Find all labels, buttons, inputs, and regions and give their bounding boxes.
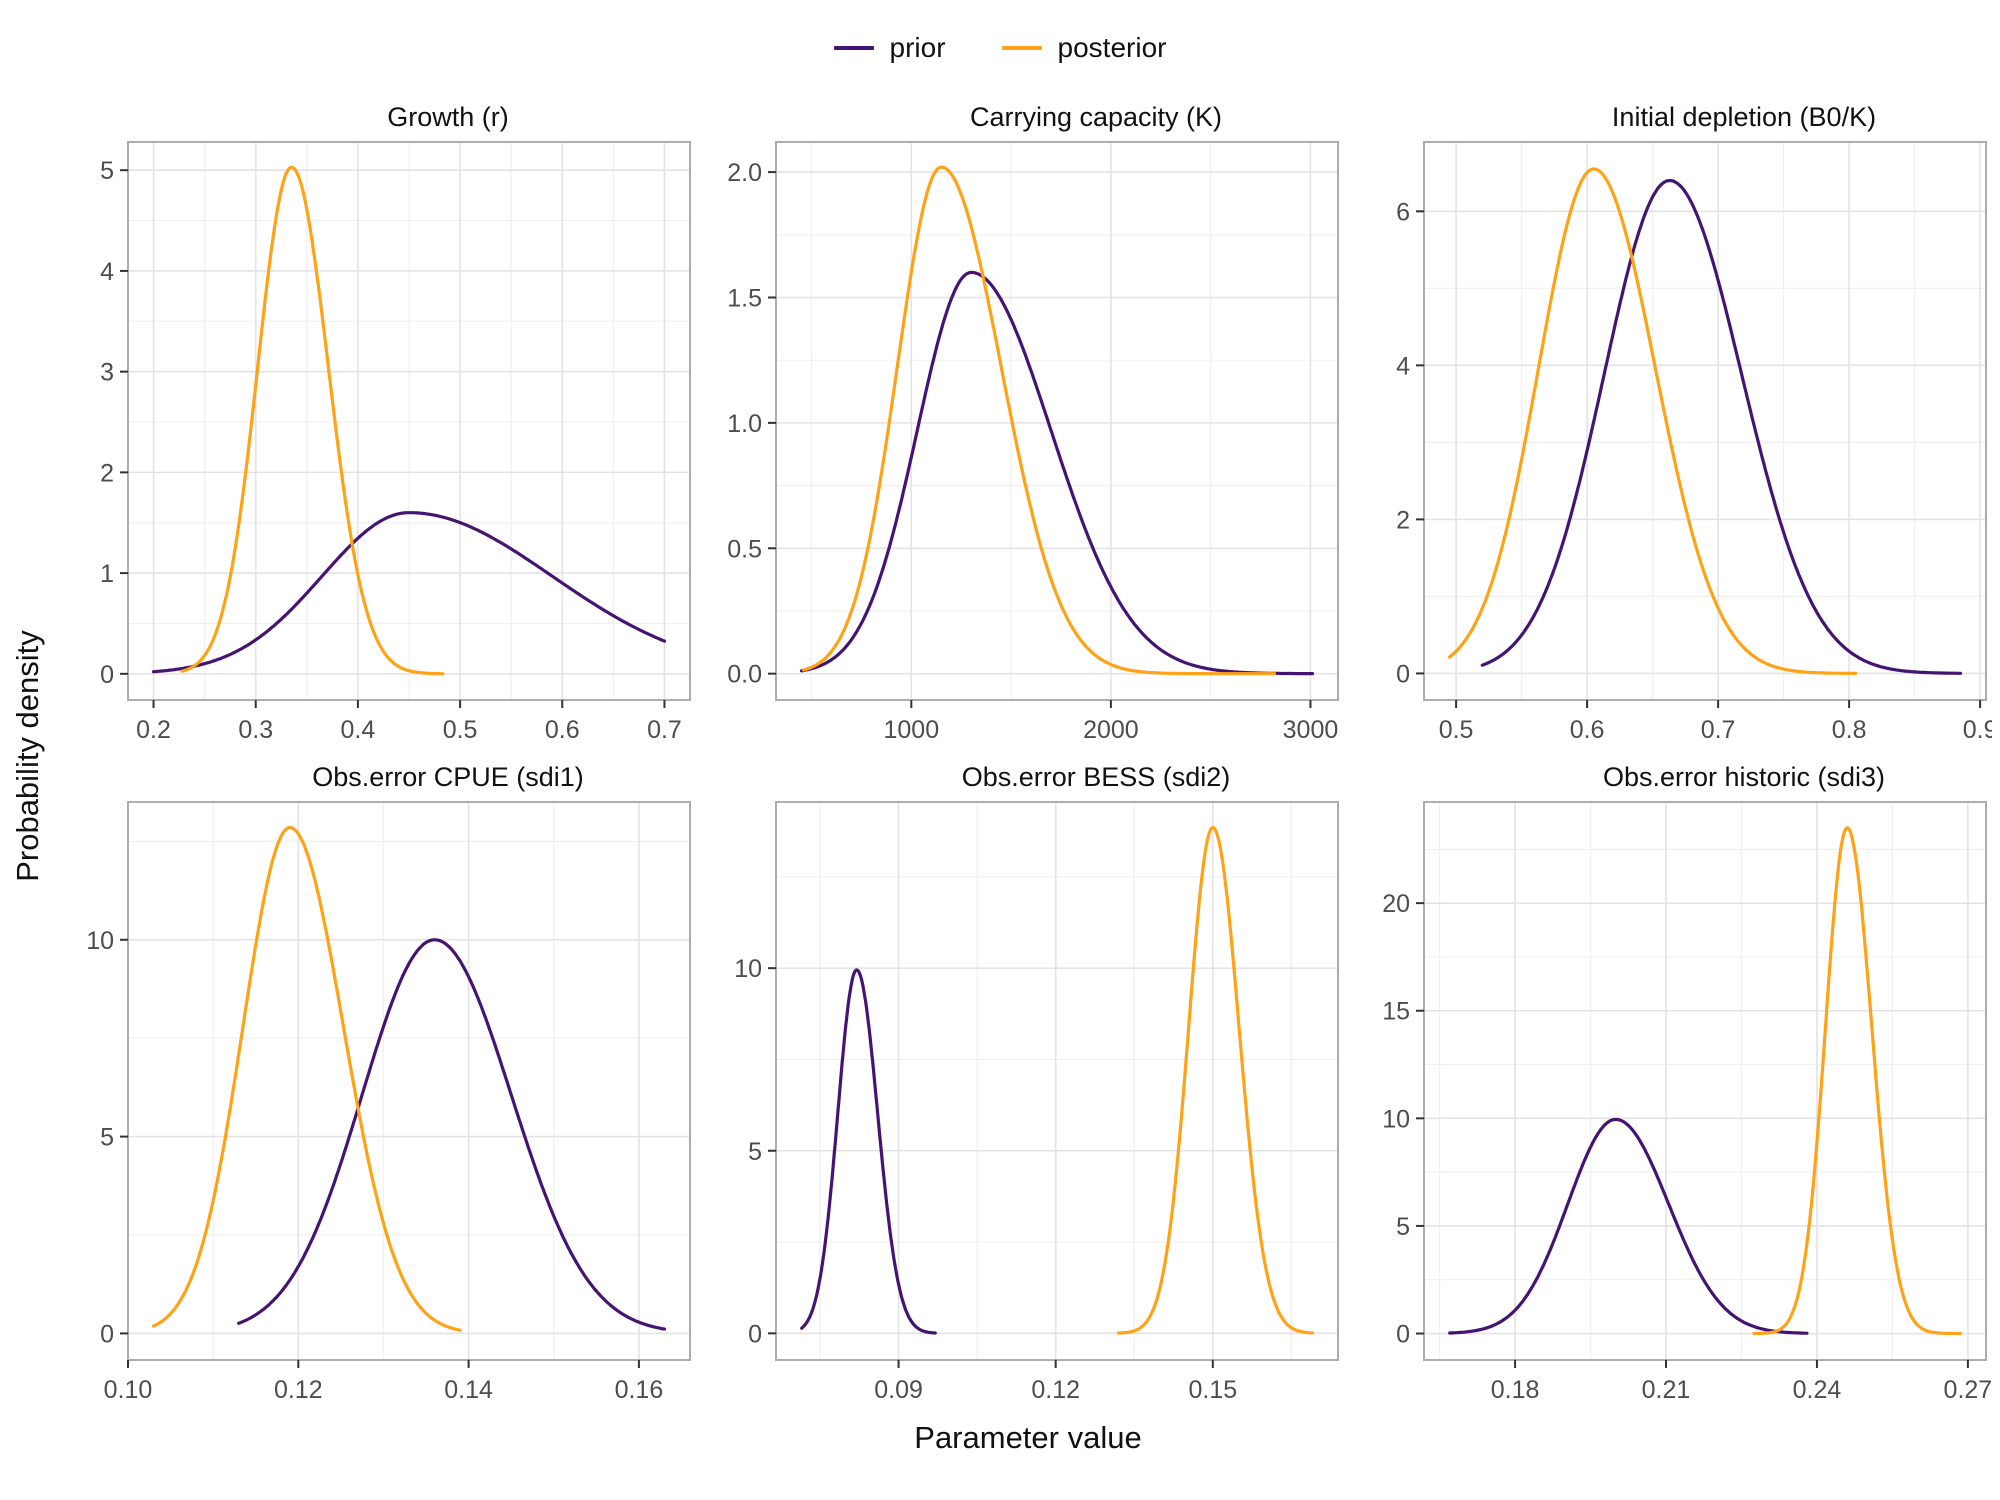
legend-item-posterior: posterior: [1001, 32, 1167, 64]
svg-text:0.21: 0.21: [1642, 1376, 1691, 1404]
panel-growth-r: Growth (r) 0.2 0.3 0.4 0.5 0.6 0.7 0 1 2 3 4 5: [56, 96, 704, 756]
plot-obs-error-bess-sdi2: 0.09 0.12 0.15 0 5 10: [734, 801, 1339, 1404]
svg-text:1.5: 1.5: [727, 284, 762, 312]
panel-title-obs-error-historic-sdi3: Obs.error historic (sdi3): [1602, 762, 1886, 792]
panel-title-carrying-capacity-k: Carrying capacity (K): [969, 102, 1223, 132]
plot-legend: prior posterior: [0, 0, 2000, 96]
svg-text:4: 4: [100, 258, 114, 286]
svg-text:0: 0: [748, 1320, 762, 1348]
svg-text:0.8: 0.8: [1832, 716, 1867, 744]
panel-title-obs-error-cpue-sdi1: Obs.error CPUE (sdi1): [312, 762, 584, 792]
prior-line-swatch: [833, 46, 874, 50]
svg-text:2.0: 2.0: [727, 159, 762, 187]
svg-text:0: 0: [1396, 660, 1410, 688]
panel-obs-error-cpue-sdi1: Obs.error CPUE (sdi1) 0.10 0.12 0.14 0.16 0 5…: [56, 756, 704, 1416]
svg-text:20: 20: [1382, 890, 1410, 918]
svg-text:0.10: 0.10: [104, 1376, 153, 1404]
svg-text:0.09: 0.09: [874, 1376, 923, 1404]
svg-text:2000: 2000: [1083, 716, 1139, 744]
svg-text:3000: 3000: [1283, 716, 1339, 744]
svg-text:5: 5: [748, 1138, 762, 1166]
legend-item-prior: prior: [833, 32, 946, 64]
svg-text:3: 3: [100, 359, 114, 387]
svg-text:1: 1: [100, 560, 114, 588]
plot-carrying-capacity-k: 1000 2000 3000 0.0 0.5 1.0 1.5 2.0: [727, 141, 1339, 744]
legend-label-prior: prior: [889, 32, 946, 63]
plot-initial-depletion-b0k: 0.5 0.6 0.7 0.8 0.9 0 2 4 6: [1396, 141, 1992, 744]
svg-text:0.6: 0.6: [1570, 716, 1605, 744]
svg-text:0.14: 0.14: [444, 1376, 493, 1404]
svg-text:0: 0: [100, 1320, 114, 1348]
svg-text:0.5: 0.5: [443, 716, 478, 744]
svg-text:0.9: 0.9: [1963, 716, 1992, 744]
svg-text:10: 10: [734, 955, 762, 983]
svg-text:1000: 1000: [883, 716, 939, 744]
svg-text:5: 5: [1396, 1213, 1410, 1241]
svg-text:6: 6: [1396, 198, 1410, 226]
svg-text:0.0: 0.0: [727, 661, 762, 689]
svg-text:0.3: 0.3: [238, 716, 273, 744]
svg-text:0.6: 0.6: [545, 716, 580, 744]
panel-title-growth-r: Growth (r): [387, 102, 509, 132]
svg-text:0.7: 0.7: [1701, 716, 1736, 744]
panel-title-initial-depletion-b0k: Initial depletion (B0/K): [1611, 102, 1877, 132]
svg-text:0.4: 0.4: [341, 716, 376, 744]
svg-text:0.15: 0.15: [1188, 1376, 1237, 1404]
posterior-line-swatch: [1001, 46, 1042, 50]
svg-text:2: 2: [100, 459, 114, 487]
plot-growth-r: 0.2 0.3 0.4 0.5 0.6 0.7 0 1 2 3 4 5: [100, 141, 691, 744]
svg-text:1.0: 1.0: [727, 410, 762, 438]
panel-carrying-capacity-k: Carrying capacity (K) 1000 2000 3000 0.0 0.5…: [704, 96, 1352, 756]
svg-text:5: 5: [100, 1124, 114, 1152]
panel-title-obs-error-bess-sdi2: Obs.error BESS (sdi2): [961, 762, 1231, 792]
svg-text:0.12: 0.12: [1031, 1376, 1080, 1404]
svg-text:0.7: 0.7: [647, 716, 682, 744]
svg-text:0.5: 0.5: [1439, 716, 1474, 744]
panel-initial-depletion-b0k: Initial depletion (B0/K) 0.5 0.6 0.7 0.8 0.9…: [1352, 96, 2000, 756]
facet-grid: Probability density Growth (r) 0.2 0.3 0.4…: [0, 96, 2000, 1416]
svg-text:10: 10: [86, 927, 114, 955]
svg-text:0.5: 0.5: [727, 535, 762, 563]
plot-obs-error-cpue-sdi1: 0.10 0.12 0.14 0.16 0 5 10: [86, 801, 691, 1404]
svg-text:4: 4: [1396, 352, 1410, 380]
svg-text:0.27: 0.27: [1944, 1376, 1992, 1404]
panel-obs-error-historic-sdi3: Obs.error historic (sdi3) 0.18 0.21 0.24 0.…: [1352, 756, 2000, 1416]
svg-text:10: 10: [1382, 1105, 1410, 1133]
panel-obs-error-bess-sdi2: Obs.error BESS (sdi2) 0.09 0.12 0.15 0 5 10: [704, 756, 1352, 1416]
svg-text:15: 15: [1382, 998, 1410, 1026]
legend-label-posterior: posterior: [1057, 32, 1167, 63]
svg-text:5: 5: [100, 157, 114, 185]
svg-text:0.2: 0.2: [136, 716, 171, 744]
x-axis-title: Parameter value: [914, 1420, 1142, 1455]
svg-text:2: 2: [1396, 506, 1410, 534]
svg-text:0.24: 0.24: [1793, 1376, 1842, 1404]
svg-text:0.18: 0.18: [1491, 1376, 1540, 1404]
y-axis-title: Probability density: [10, 630, 46, 882]
plot-obs-error-historic-sdi3: 0.18 0.21 0.24 0.27 0 5 10 15 20: [1382, 801, 1992, 1404]
svg-text:0.12: 0.12: [274, 1376, 323, 1404]
svg-text:0.16: 0.16: [615, 1376, 664, 1404]
svg-text:0: 0: [1396, 1321, 1410, 1349]
svg-text:0: 0: [100, 661, 114, 689]
